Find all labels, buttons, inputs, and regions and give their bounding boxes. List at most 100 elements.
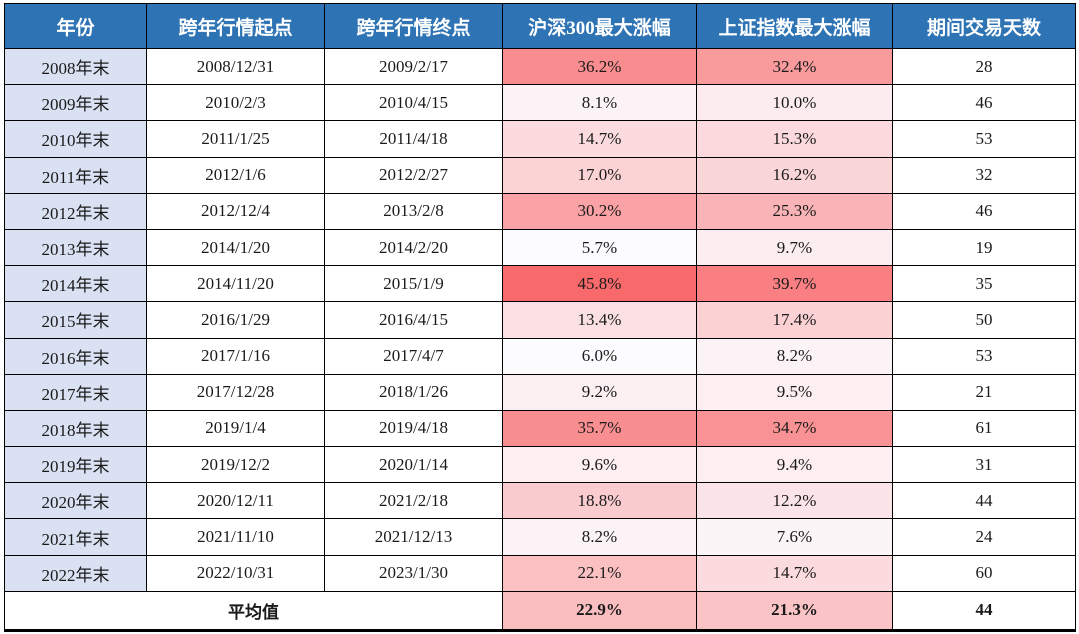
sse-gain-cell: 10.0%	[696, 84, 893, 122]
rally-start-cell: 2008/12/31	[146, 47, 325, 86]
rally-start-cell: 2022/10/31	[146, 554, 325, 592]
year-cell: 2021年末	[4, 518, 147, 556]
table-row: 2013年末 2014/1/20 2014/2/20 5.7% 9.7% 19	[4, 228, 1076, 267]
sse-gain-cell: 25.3%	[696, 192, 893, 230]
rally-start-cell: 2021/11/10	[146, 518, 325, 556]
rally-start-cell: 2019/12/2	[146, 446, 325, 484]
table-row: 2017年末 2017/12/28 2018/1/26 9.2% 9.5% 21	[4, 373, 1076, 411]
cross-year-rally-table: 年份 跨年行情起点 跨年行情终点 沪深300最大涨幅 上证指数最大涨幅 期间交易…	[4, 3, 1076, 632]
rally-start-cell: 2014/1/20	[146, 228, 325, 267]
rally-end-cell: 2020/1/14	[324, 446, 503, 484]
rally-start-cell: 2012/1/6	[146, 156, 325, 194]
csi300-gain-cell: 9.6%	[502, 446, 697, 484]
table-row: 2018年末 2019/1/4 2019/4/18 35.7% 34.7% 61	[4, 409, 1076, 448]
rally-end-cell: 2014/2/20	[324, 228, 503, 267]
rally-end-cell: 2017/4/7	[324, 337, 503, 375]
rally-start-cell: 2010/2/3	[146, 84, 325, 122]
sse-gain-cell: 39.7%	[696, 265, 893, 303]
sse-gain-cell: 15.3%	[696, 120, 893, 158]
sse-gain-cell: 16.2%	[696, 156, 893, 194]
average-days-cell: 44	[892, 590, 1076, 631]
table-row: 2019年末 2019/12/2 2020/1/14 9.6% 9.4% 31	[4, 446, 1076, 484]
sse-gain-cell: 9.5%	[696, 373, 893, 411]
table-row: 2022年末 2022/10/31 2023/1/30 22.1% 14.7% …	[4, 554, 1076, 592]
table-row: 2016年末 2017/1/16 2017/4/7 6.0% 8.2% 53	[4, 337, 1076, 375]
csi300-gain-cell: 6.0%	[502, 337, 697, 375]
rally-end-cell: 2016/4/15	[324, 301, 503, 339]
trading-days-cell: 28	[892, 47, 1076, 86]
sse-gain-cell: 12.2%	[696, 482, 893, 520]
sse-gain-cell: 9.7%	[696, 228, 893, 267]
trading-days-cell: 46	[892, 84, 1076, 122]
year-cell: 2010年末	[4, 120, 147, 158]
col-header-year: 年份	[4, 3, 147, 49]
rally-start-cell: 2011/1/25	[146, 120, 325, 158]
trading-days-cell: 31	[892, 446, 1076, 484]
table-row: 2009年末 2010/2/3 2010/4/15 8.1% 10.0% 46	[4, 84, 1076, 122]
table-row: 2014年末 2014/11/20 2015/1/9 45.8% 39.7% 3…	[4, 265, 1076, 303]
sse-gain-cell: 14.7%	[696, 554, 893, 592]
year-cell: 2018年末	[4, 409, 147, 448]
rally-start-cell: 2016/1/29	[146, 301, 325, 339]
rally-start-cell: 2012/12/4	[146, 192, 325, 230]
csi300-gain-cell: 36.2%	[502, 47, 697, 86]
trading-days-cell: 44	[892, 482, 1076, 520]
rally-start-cell: 2019/1/4	[146, 409, 325, 448]
rally-start-cell: 2020/12/11	[146, 482, 325, 520]
sse-gain-cell: 34.7%	[696, 409, 893, 448]
trading-days-cell: 24	[892, 518, 1076, 556]
csi300-gain-cell: 8.2%	[502, 518, 697, 556]
trading-days-cell: 60	[892, 554, 1076, 592]
trading-days-cell: 50	[892, 301, 1076, 339]
table-row: 2011年末 2012/1/6 2012/2/27 17.0% 16.2% 32	[4, 156, 1076, 194]
year-cell: 2009年末	[4, 84, 147, 122]
year-cell: 2017年末	[4, 373, 147, 411]
csi300-gain-cell: 22.1%	[502, 554, 697, 592]
csi300-gain-cell: 8.1%	[502, 84, 697, 122]
trading-days-cell: 53	[892, 120, 1076, 158]
average-row: 平均值 22.9% 21.3% 44	[4, 590, 1076, 631]
csi300-gain-cell: 9.2%	[502, 373, 697, 411]
trading-days-cell: 61	[892, 409, 1076, 448]
trading-days-cell: 19	[892, 228, 1076, 267]
year-cell: 2013年末	[4, 228, 147, 267]
trading-days-cell: 21	[892, 373, 1076, 411]
year-cell: 2016年末	[4, 337, 147, 375]
trading-days-cell: 53	[892, 337, 1076, 375]
year-cell: 2022年末	[4, 554, 147, 592]
trading-days-cell: 32	[892, 156, 1076, 194]
rally-end-cell: 2010/4/15	[324, 84, 503, 122]
csi300-gain-cell: 35.7%	[502, 409, 697, 448]
csi300-gain-cell: 17.0%	[502, 156, 697, 194]
average-label-cell: 平均值	[4, 590, 503, 631]
col-header-sse-max-gain: 上证指数最大涨幅	[696, 3, 893, 49]
csi300-gain-cell: 5.7%	[502, 228, 697, 267]
rally-end-cell: 2021/12/13	[324, 518, 503, 556]
col-header-rally-end: 跨年行情终点	[324, 3, 503, 49]
col-header-trading-days: 期间交易天数	[892, 3, 1076, 49]
header-row: 年份 跨年行情起点 跨年行情终点 沪深300最大涨幅 上证指数最大涨幅 期间交易…	[4, 3, 1076, 49]
year-cell: 2012年末	[4, 192, 147, 230]
sse-gain-cell: 7.6%	[696, 518, 893, 556]
table-body: 2008年末 2008/12/31 2009/2/17 36.2% 32.4% …	[4, 47, 1076, 592]
table-header: 年份 跨年行情起点 跨年行情终点 沪深300最大涨幅 上证指数最大涨幅 期间交易…	[4, 3, 1076, 49]
rally-end-cell: 2021/2/18	[324, 482, 503, 520]
average-csi300-cell: 22.9%	[502, 590, 697, 631]
rally-start-cell: 2017/1/16	[146, 337, 325, 375]
table-row: 2012年末 2012/12/4 2013/2/8 30.2% 25.3% 46	[4, 192, 1076, 230]
table-row: 2020年末 2020/12/11 2021/2/18 18.8% 12.2% …	[4, 482, 1076, 520]
year-cell: 2011年末	[4, 156, 147, 194]
sse-gain-cell: 17.4%	[696, 301, 893, 339]
rally-start-cell: 2017/12/28	[146, 373, 325, 411]
rally-start-cell: 2014/11/20	[146, 265, 325, 303]
sse-gain-cell: 8.2%	[696, 337, 893, 375]
year-cell: 2020年末	[4, 482, 147, 520]
trading-days-cell: 46	[892, 192, 1076, 230]
rally-end-cell: 2011/4/18	[324, 120, 503, 158]
year-cell: 2015年末	[4, 301, 147, 339]
rally-end-cell: 2015/1/9	[324, 265, 503, 303]
csi300-gain-cell: 30.2%	[502, 192, 697, 230]
table-row: 2008年末 2008/12/31 2009/2/17 36.2% 32.4% …	[4, 47, 1076, 86]
year-cell: 2014年末	[4, 265, 147, 303]
